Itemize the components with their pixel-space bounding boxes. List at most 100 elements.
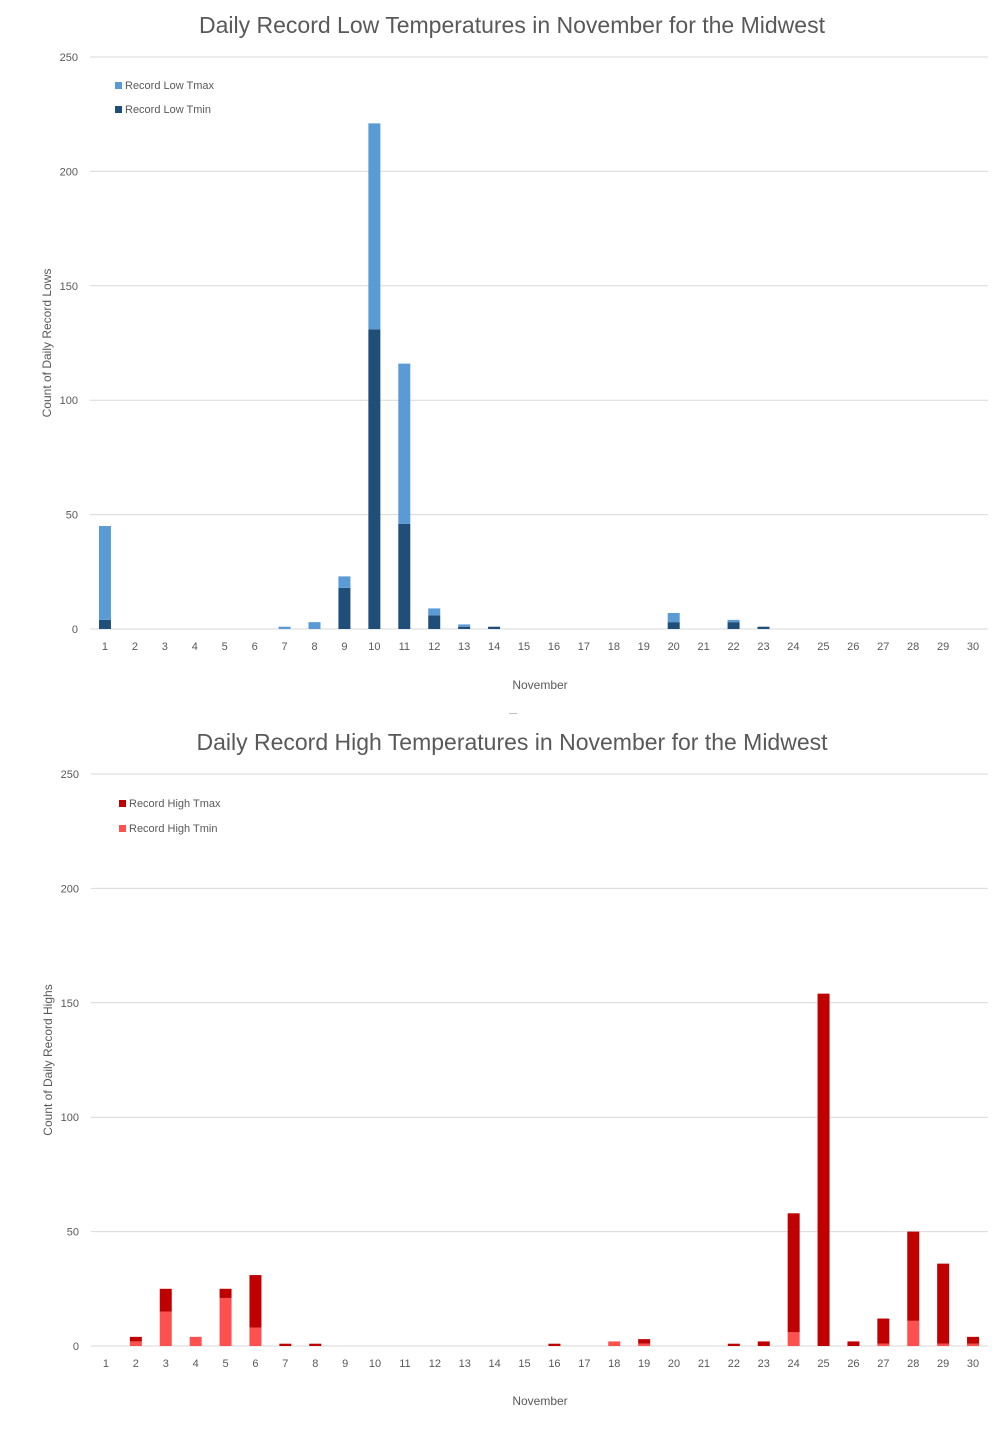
bar-record-low-tmax-day-22 bbox=[727, 619, 740, 623]
bar-record-low-tmax-day-7 bbox=[278, 626, 291, 629]
x-tick-label: 8 bbox=[311, 641, 317, 653]
x-tick-label: 25 bbox=[817, 1358, 829, 1370]
bar-record-low-tmax-day-12 bbox=[428, 608, 441, 616]
x-tick-label: 15 bbox=[518, 1358, 530, 1370]
bar-record-low-tmax-day-10 bbox=[368, 123, 381, 330]
y-tick-label: 200 bbox=[60, 166, 78, 178]
x-tick-label: 13 bbox=[458, 641, 470, 653]
legend-swatch bbox=[115, 106, 122, 113]
x-tick-label: 22 bbox=[728, 1358, 740, 1370]
x-tick-label: 21 bbox=[698, 1358, 710, 1370]
bar-record-high-tmax-day-3 bbox=[159, 1288, 172, 1312]
bar-record-high-tmin-day-30 bbox=[967, 1343, 980, 1346]
record-high-chart-svg: Daily Record High Temperatures in Novemb… bbox=[41, 729, 988, 1408]
x-tick-label: 29 bbox=[937, 1358, 949, 1370]
bar-record-low-tmin-day-1 bbox=[98, 619, 111, 629]
x-tick-label: 11 bbox=[399, 641, 410, 653]
bar-record-low-tmax-day-11 bbox=[398, 363, 411, 524]
bar-record-high-tmin-day-5 bbox=[219, 1297, 232, 1346]
x-tick-label: 29 bbox=[937, 641, 949, 653]
x-tick-label: 3 bbox=[163, 1358, 169, 1370]
x-tick-label: 27 bbox=[877, 641, 889, 653]
bar-record-high-tmax-day-25 bbox=[817, 993, 830, 1346]
x-tick-label: 23 bbox=[758, 1358, 770, 1370]
bar-record-high-tmin-day-28 bbox=[907, 1320, 920, 1346]
x-tick-label: 18 bbox=[608, 1358, 620, 1370]
x-tick-label: 25 bbox=[817, 641, 829, 653]
legend-swatch bbox=[119, 800, 126, 807]
x-tick-label: 28 bbox=[907, 641, 919, 653]
x-tick-label: 20 bbox=[668, 1358, 680, 1370]
bar-record-high-tmin-day-3 bbox=[159, 1311, 172, 1346]
x-tick-label: 22 bbox=[727, 641, 739, 653]
chart-title: Daily Record Low Temperatures in Novembe… bbox=[199, 12, 826, 38]
x-tick-label: 26 bbox=[847, 641, 859, 653]
x-tick-label: 5 bbox=[222, 641, 228, 653]
x-tick-label: 14 bbox=[488, 641, 500, 653]
x-tick-label: 8 bbox=[312, 1358, 318, 1370]
x-tick-label: 2 bbox=[133, 1358, 139, 1370]
bar-record-high-tmax-day-19 bbox=[638, 1339, 651, 1344]
y-tick-label: 100 bbox=[61, 1112, 79, 1124]
x-tick-label: 6 bbox=[252, 641, 258, 653]
x-tick-label: 11 bbox=[399, 1358, 410, 1370]
x-tick-label: 20 bbox=[668, 641, 680, 653]
bar-record-low-tmax-day-20 bbox=[667, 612, 680, 623]
legend-swatch bbox=[115, 82, 122, 89]
bar-record-high-tmax-day-7 bbox=[279, 1343, 292, 1346]
bar-record-high-tmin-day-18 bbox=[608, 1341, 621, 1346]
x-tick-label: 3 bbox=[162, 641, 168, 653]
chart-divider bbox=[509, 713, 517, 714]
legend-label: Record Low Tmax bbox=[125, 80, 215, 92]
bar-record-high-tmax-day-16 bbox=[548, 1343, 561, 1346]
bar-record-high-tmin-day-6 bbox=[249, 1327, 262, 1346]
y-tick-label: 0 bbox=[72, 624, 78, 636]
legend-label: Record Low Tmin bbox=[125, 104, 211, 116]
bar-record-high-tmax-day-23 bbox=[757, 1341, 770, 1346]
x-axis-label: November bbox=[512, 1394, 567, 1408]
y-tick-label: 150 bbox=[60, 281, 78, 293]
bar-record-low-tmax-day-8 bbox=[308, 622, 321, 629]
x-tick-label: 4 bbox=[192, 641, 198, 653]
record-high-chart: Daily Record High Temperatures in Novemb… bbox=[0, 716, 1000, 1425]
x-tick-label: 12 bbox=[429, 1358, 441, 1370]
x-tick-label: 1 bbox=[103, 1358, 109, 1370]
bars-group bbox=[98, 123, 770, 629]
x-tick-label: 23 bbox=[757, 641, 769, 653]
x-tick-label: 19 bbox=[638, 1358, 650, 1370]
x-tick-label: 10 bbox=[369, 1358, 381, 1370]
x-tick-label: 7 bbox=[282, 641, 288, 653]
bar-record-low-tmin-day-14 bbox=[488, 626, 501, 629]
record-low-chart: Daily Record Low Temperatures in Novembe… bbox=[0, 0, 1000, 712]
legend-swatch bbox=[119, 825, 126, 832]
bar-record-low-tmin-day-13 bbox=[458, 626, 471, 629]
bar-record-high-tmax-day-8 bbox=[309, 1343, 322, 1346]
bar-record-high-tmax-day-30 bbox=[967, 1336, 980, 1344]
x-tick-label: 10 bbox=[368, 641, 380, 653]
x-tick-label: 19 bbox=[638, 641, 650, 653]
y-tick-label: 200 bbox=[61, 883, 79, 895]
y-tick-label: 50 bbox=[66, 510, 78, 522]
bar-record-high-tmax-day-22 bbox=[727, 1343, 740, 1346]
x-tick-label: 9 bbox=[342, 1358, 348, 1370]
bar-record-low-tmin-day-11 bbox=[398, 523, 411, 629]
bar-record-high-tmax-day-5 bbox=[219, 1288, 232, 1298]
x-axis-label: November bbox=[512, 678, 567, 692]
legend-label: Record High Tmin bbox=[129, 823, 217, 835]
x-tick-label: 17 bbox=[578, 1358, 590, 1370]
y-tick-label: 50 bbox=[67, 1227, 79, 1239]
x-tick-label: 18 bbox=[608, 641, 620, 653]
x-tick-label: 2 bbox=[132, 641, 138, 653]
bar-record-high-tmax-day-28 bbox=[907, 1231, 920, 1321]
bar-record-low-tmin-day-12 bbox=[428, 615, 441, 629]
bar-record-high-tmax-day-2 bbox=[129, 1336, 142, 1342]
x-tick-label: 6 bbox=[252, 1358, 258, 1370]
bar-record-high-tmin-day-4 bbox=[189, 1336, 202, 1346]
x-tick-label: 12 bbox=[428, 641, 440, 653]
x-tick-label: 26 bbox=[847, 1358, 859, 1370]
bar-record-low-tmax-day-13 bbox=[458, 624, 471, 627]
bar-record-low-tmin-day-9 bbox=[338, 587, 351, 629]
chart-title: Daily Record High Temperatures in Novemb… bbox=[196, 729, 828, 755]
bar-record-high-tmin-day-24 bbox=[787, 1332, 800, 1346]
x-tick-label: 9 bbox=[341, 641, 347, 653]
